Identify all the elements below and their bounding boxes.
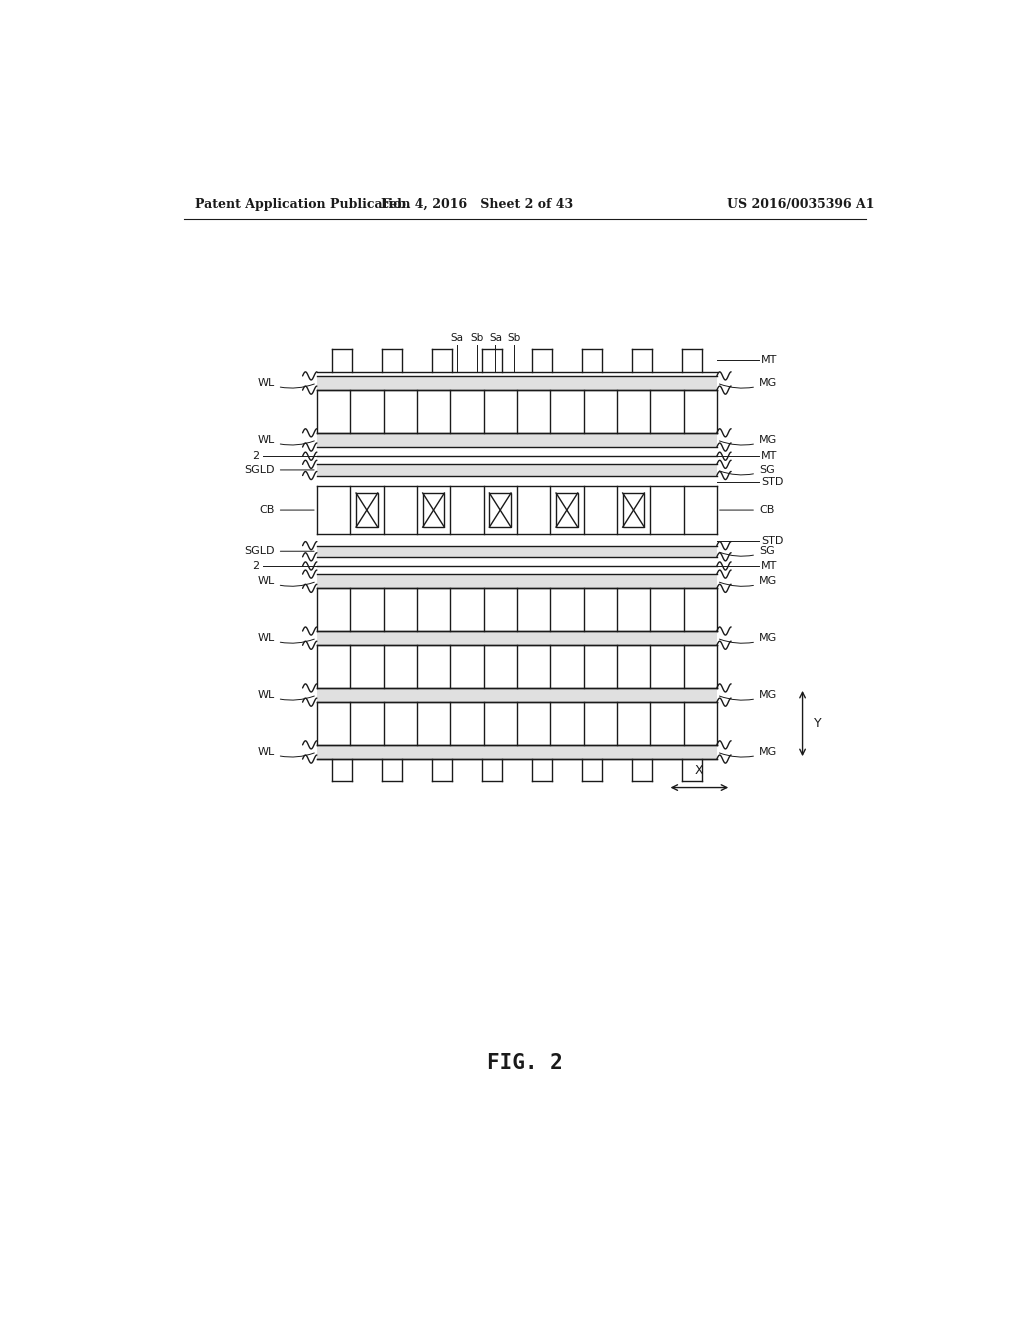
Text: MG: MG xyxy=(720,436,777,445)
Bar xyxy=(316,465,717,475)
Text: WL: WL xyxy=(258,577,314,586)
Text: STD: STD xyxy=(761,477,783,487)
Bar xyxy=(356,492,378,527)
Text: SG: SG xyxy=(720,465,775,475)
Text: MG: MG xyxy=(720,634,777,643)
Text: X: X xyxy=(695,764,703,777)
Text: SG: SG xyxy=(720,546,775,556)
Text: Y: Y xyxy=(814,717,822,730)
Text: SGLD: SGLD xyxy=(245,465,314,475)
Text: WL: WL xyxy=(258,436,314,445)
Text: WL: WL xyxy=(258,378,314,388)
Text: MT: MT xyxy=(761,561,777,572)
Text: MG: MG xyxy=(720,577,777,586)
Text: Sa: Sa xyxy=(488,334,502,343)
Bar xyxy=(316,688,717,702)
Bar xyxy=(316,574,717,589)
Text: WL: WL xyxy=(258,690,314,700)
Text: Sa: Sa xyxy=(451,334,464,343)
Text: CB: CB xyxy=(259,506,314,515)
Text: Sb: Sb xyxy=(471,334,483,343)
Text: SGLD: SGLD xyxy=(245,546,314,556)
Text: Feb. 4, 2016   Sheet 2 of 43: Feb. 4, 2016 Sheet 2 of 43 xyxy=(381,198,573,211)
Text: MG: MG xyxy=(720,378,777,388)
Bar xyxy=(556,492,578,527)
Text: 2: 2 xyxy=(252,561,259,572)
Bar xyxy=(623,492,644,527)
Text: WL: WL xyxy=(258,747,314,758)
Text: STD: STD xyxy=(761,536,783,545)
Text: MG: MG xyxy=(720,747,777,758)
Text: FIG. 2: FIG. 2 xyxy=(487,1053,562,1073)
Text: Sb: Sb xyxy=(508,334,521,343)
Bar xyxy=(316,744,717,759)
Bar xyxy=(316,545,717,557)
Text: 2: 2 xyxy=(252,451,259,461)
Text: MT: MT xyxy=(761,355,777,364)
Bar xyxy=(489,492,511,527)
Text: WL: WL xyxy=(258,634,314,643)
Bar xyxy=(316,376,717,391)
Bar xyxy=(423,492,444,527)
Bar xyxy=(316,433,717,447)
Text: MG: MG xyxy=(720,690,777,700)
Text: Patent Application Publication: Patent Application Publication xyxy=(196,198,411,211)
Text: MT: MT xyxy=(761,451,777,461)
Text: CB: CB xyxy=(720,506,774,515)
Text: US 2016/0035396 A1: US 2016/0035396 A1 xyxy=(727,198,874,211)
Bar xyxy=(316,631,717,645)
